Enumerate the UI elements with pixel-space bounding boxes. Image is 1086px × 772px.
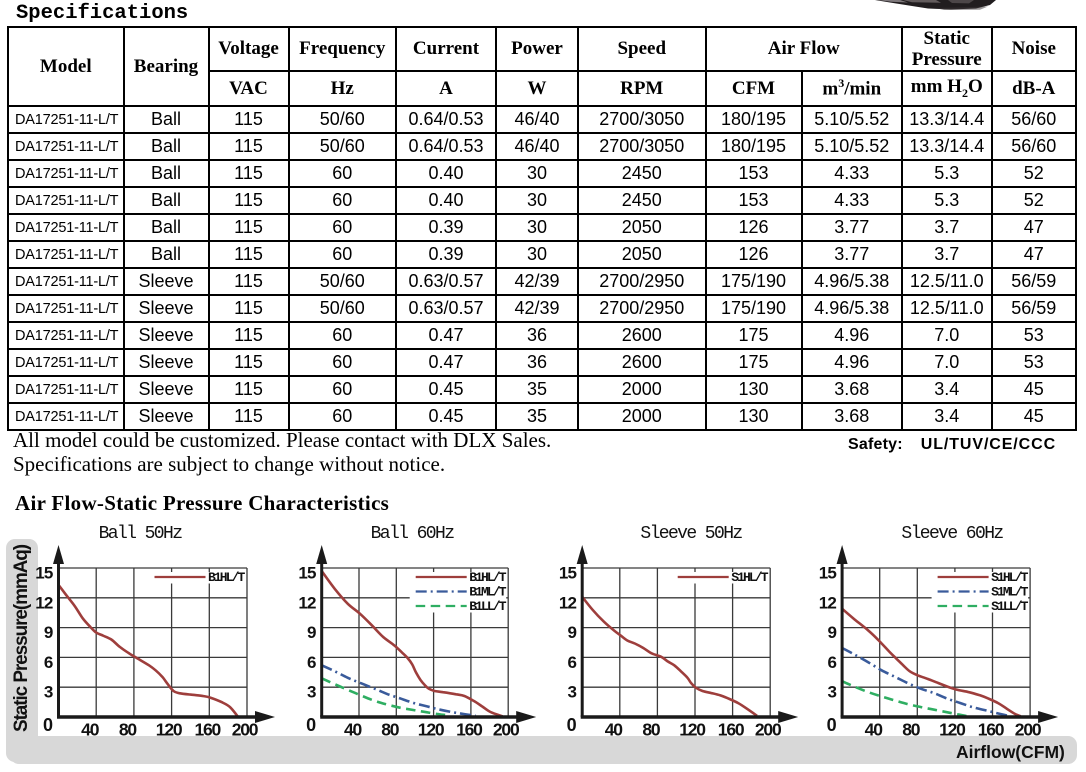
- svg-text:6: 6: [827, 653, 836, 672]
- svg-text:12: 12: [298, 593, 316, 612]
- svg-text:0: 0: [306, 715, 316, 735]
- svg-text:9: 9: [307, 623, 316, 642]
- svg-text:200: 200: [755, 720, 782, 740]
- svg-text:120: 120: [939, 720, 966, 740]
- svg-text:120: 120: [156, 720, 183, 740]
- svg-text:12: 12: [35, 593, 53, 612]
- svg-text:15: 15: [559, 564, 577, 583]
- svg-text:0: 0: [827, 715, 837, 735]
- svg-text:Sleeve 50Hz: Sleeve 50Hz: [640, 524, 742, 544]
- svg-text:40: 40: [81, 720, 100, 740]
- svg-text:200: 200: [493, 720, 520, 740]
- svg-text:0: 0: [567, 715, 577, 735]
- svg-text:160: 160: [978, 720, 1005, 740]
- svg-text:9: 9: [44, 623, 53, 642]
- svg-text:40: 40: [605, 720, 624, 740]
- svg-text:S1HL/T: S1HL/T: [991, 570, 1029, 585]
- svg-text:40: 40: [344, 720, 363, 740]
- svg-text:80: 80: [381, 720, 400, 740]
- svg-text:0: 0: [43, 715, 53, 735]
- svg-text:3: 3: [44, 683, 53, 702]
- svg-text:40: 40: [865, 720, 884, 740]
- svg-text:160: 160: [456, 720, 483, 740]
- svg-text:9: 9: [568, 623, 577, 642]
- svg-text:12: 12: [819, 593, 837, 612]
- svg-text:9: 9: [827, 623, 836, 642]
- svg-text:B1LL/T: B1LL/T: [469, 599, 507, 614]
- svg-text:3: 3: [827, 683, 836, 702]
- svg-text:15: 15: [298, 564, 316, 583]
- svg-text:200: 200: [232, 720, 259, 740]
- svg-text:Ball 50Hz: Ball 50Hz: [99, 524, 183, 544]
- svg-text:S1ML/T: S1ML/T: [991, 585, 1029, 600]
- svg-text:160: 160: [194, 720, 221, 740]
- svg-text:80: 80: [642, 720, 661, 740]
- svg-text:160: 160: [718, 720, 745, 740]
- svg-text:3: 3: [568, 683, 577, 702]
- svg-text:15: 15: [35, 564, 53, 583]
- svg-text:B1HL/T: B1HL/T: [469, 570, 507, 585]
- svg-text:120: 120: [418, 720, 445, 740]
- svg-text:12: 12: [559, 593, 577, 612]
- svg-text:3: 3: [307, 683, 316, 702]
- svg-text:S1HL/T: S1HL/T: [731, 570, 769, 585]
- svg-text:Sleeve 60Hz: Sleeve 60Hz: [901, 524, 1003, 544]
- svg-text:6: 6: [44, 653, 53, 672]
- svg-text:S1LL/T: S1LL/T: [991, 599, 1029, 614]
- svg-text:6: 6: [307, 653, 316, 672]
- svg-text:Ball 60Hz: Ball 60Hz: [371, 524, 455, 544]
- svg-text:80: 80: [902, 720, 921, 740]
- svg-text:15: 15: [819, 564, 837, 583]
- svg-text:B1ML/T: B1ML/T: [469, 585, 507, 600]
- svg-text:120: 120: [679, 720, 706, 740]
- svg-text:200: 200: [1015, 720, 1042, 740]
- svg-text:B1HL/T: B1HL/T: [208, 570, 246, 585]
- svg-text:80: 80: [119, 720, 138, 740]
- svg-text:6: 6: [568, 653, 577, 672]
